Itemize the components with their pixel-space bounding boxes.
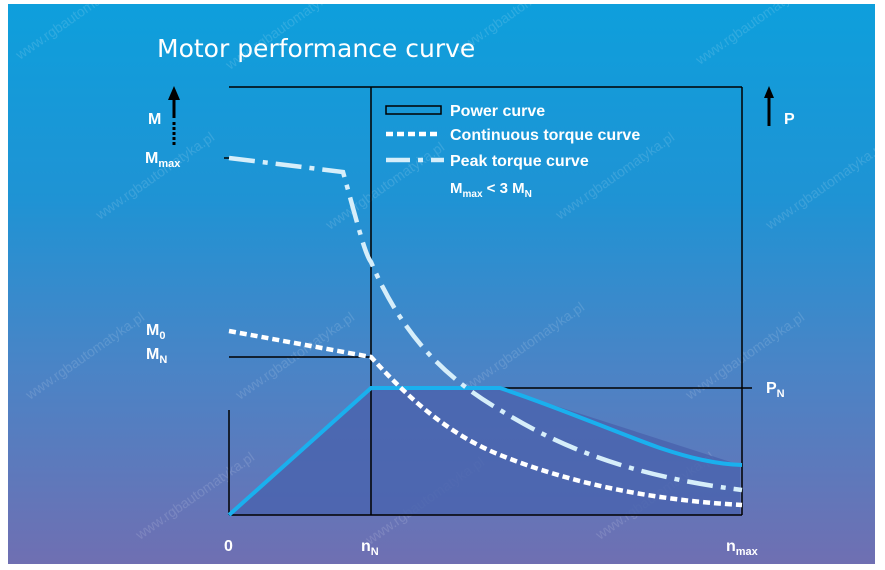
watermark: www.rgbautomatyka.pl — [22, 309, 147, 403]
left-axis-labels: M Mmax M0 MN — [145, 86, 229, 366]
y-axis-label-p: P — [784, 111, 795, 128]
label-m-max: Mmax — [145, 150, 181, 170]
x-axis-labels: 0 nN nmax — [224, 538, 759, 558]
watermark: www.rgbautomatyka.pl — [92, 129, 217, 223]
label-nn: nN — [361, 538, 379, 558]
legend-note: Mmax < 3 MN — [450, 180, 532, 200]
watermark: www.rgbautomatyka.pl — [322, 139, 447, 233]
legend-power-label: Power curve — [450, 103, 545, 120]
power-area — [229, 388, 740, 515]
p-arrow — [764, 86, 774, 98]
legend-power-swatch — [385, 105, 442, 115]
legend-peak-label: Peak torque curve — [450, 153, 589, 170]
legend: Power curve Continuous torque curve Peak… — [385, 103, 640, 200]
m-arrow — [168, 86, 180, 146]
y-axis-label-m: M — [148, 111, 161, 128]
peak-torque-curve — [228, 155, 743, 493]
continuous-torque-curve — [228, 328, 743, 508]
watermark: www.rgbautomatyka.pl — [132, 449, 257, 543]
watermark: www.rgbautomatyka.pl — [692, 0, 817, 68]
label-origin: 0 — [224, 538, 233, 555]
watermark: www.rgbautomatyka.pl — [12, 0, 137, 63]
right-axis-labels: P PN — [764, 86, 795, 400]
label-pn: PN — [766, 380, 785, 400]
watermark: www.rgbautomatyka.pl — [462, 299, 587, 393]
label-mn: MN — [146, 346, 167, 366]
watermark: www.rgbautomatyka.pl — [762, 139, 885, 233]
watermark: www.rgbautomatyka.pl — [232, 309, 357, 403]
legend-continuous-label: Continuous torque curve — [450, 127, 640, 144]
diagram-title: Motor performance curve — [157, 34, 475, 63]
label-nmax: nmax — [726, 538, 759, 558]
watermark: www.rgbautomatyka.pl — [682, 309, 807, 403]
label-m0: M0 — [146, 322, 165, 342]
axes-frame — [228, 86, 752, 516]
power-curve — [227, 386, 743, 517]
